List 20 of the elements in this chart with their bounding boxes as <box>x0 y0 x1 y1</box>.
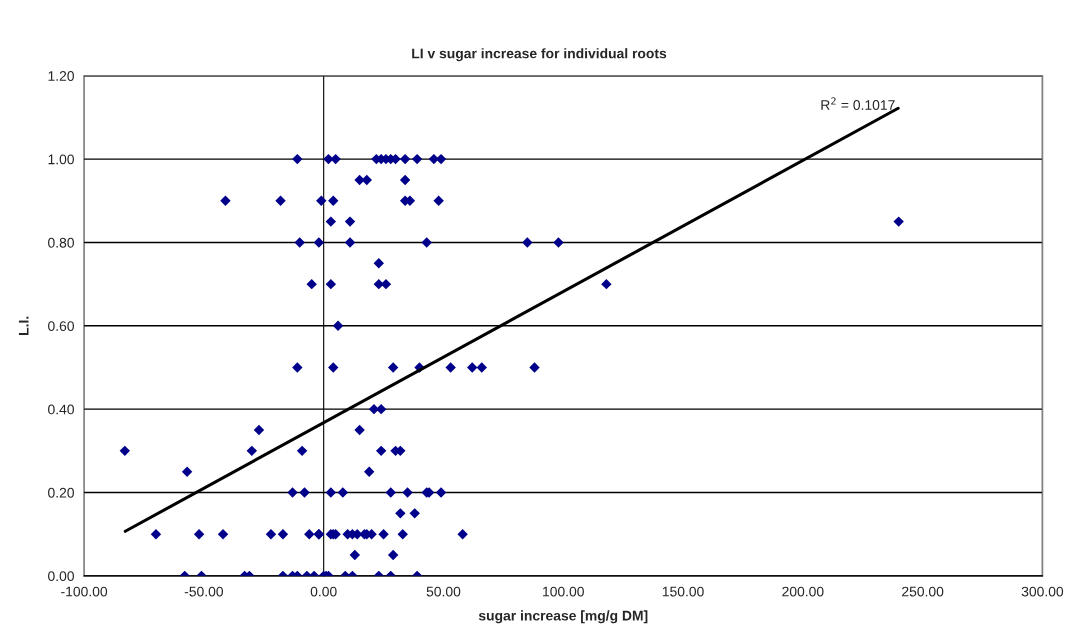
chart-title: LI v sugar increase for individual roots <box>412 48 667 62</box>
x-tick-label: 0.00 <box>310 586 337 597</box>
x-tick-label: 300.00 <box>1021 586 1064 597</box>
x-tick-label: 100.00 <box>543 586 584 597</box>
y-tick-label: 1.20 <box>48 71 74 81</box>
y-tick-label: 0.80 <box>48 237 74 248</box>
x-tick-label: 50.00 <box>426 586 461 597</box>
y-axis-title: L.I. <box>18 316 29 335</box>
x-tick-label: -50.00 <box>184 586 224 597</box>
y-tick-label: 0.60 <box>48 321 74 331</box>
x-tick-label: 150.00 <box>662 586 704 597</box>
x-tick-label: 200.00 <box>782 586 824 597</box>
x-tick-label: -100.00 <box>61 586 108 597</box>
x-tick-label: 250.00 <box>902 586 944 597</box>
y-tick-label: 0.40 <box>48 404 74 415</box>
y-tick-label: 1.00 <box>48 154 74 165</box>
y-tick-label: 0.00 <box>48 571 74 582</box>
x-axis-title: sugar increase [mg/g DM] <box>478 610 648 624</box>
y-tick-label: 0.20 <box>48 487 74 498</box>
annotation: R$^{2}$ = 0.1017 <box>821 97 895 110</box>
